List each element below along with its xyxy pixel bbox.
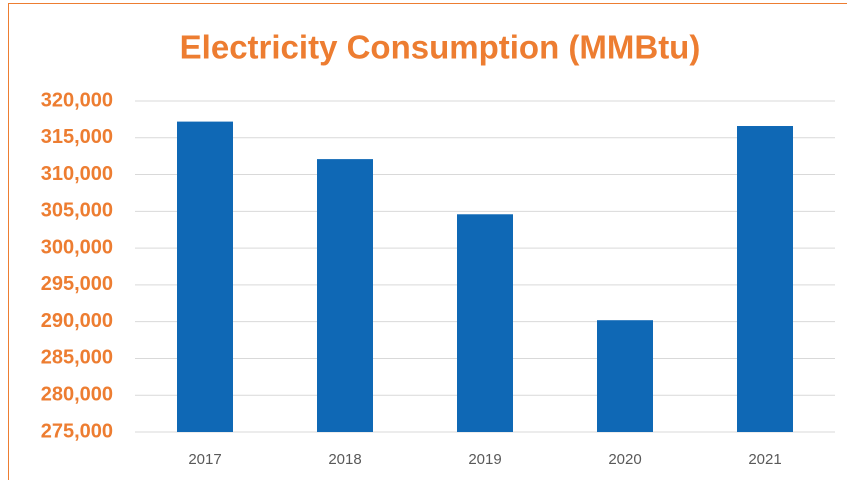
y-tick-label: 305,000 — [41, 200, 113, 222]
x-tick-label: 2020 — [608, 451, 641, 468]
x-tick-label: 2019 — [468, 451, 501, 468]
bar — [737, 126, 793, 433]
y-tick-label: 300,000 — [41, 236, 113, 258]
y-tick-label: 315,000 — [41, 126, 113, 148]
x-tick-label: 2018 — [328, 451, 361, 468]
y-tick-label: 275,000 — [41, 420, 113, 442]
bar — [177, 121, 233, 433]
bar — [317, 159, 373, 432]
y-tick-label: 320,000 — [41, 89, 113, 111]
y-tick-label: 295,000 — [41, 273, 113, 295]
bar — [457, 214, 513, 432]
chart-border — [8, 3, 847, 480]
bar — [597, 320, 653, 432]
chart-title: Electricity Consumption (MMBtu) — [180, 29, 701, 66]
x-tick-label: 2017 — [188, 451, 221, 468]
y-tick-label: 285,000 — [41, 347, 113, 369]
x-tick-label: 2021 — [748, 451, 781, 468]
y-tick-label: 280,000 — [41, 384, 113, 406]
y-tick-label: 290,000 — [41, 310, 113, 332]
y-tick-label: 310,000 — [41, 163, 113, 185]
